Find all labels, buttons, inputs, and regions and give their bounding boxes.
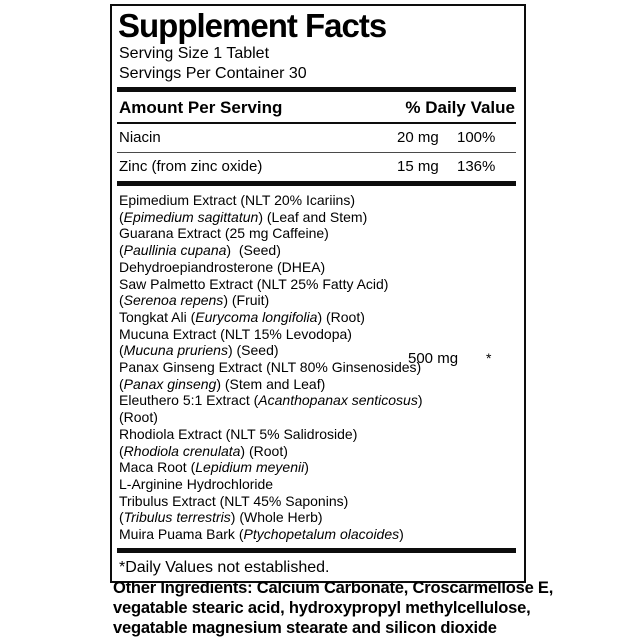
ingredient-text: Mucuna Extract (NLT 15% Levodopa) [119,325,352,342]
other-ingredients-line: Other Ingredients: Calcium Carbonate, Cr… [113,579,554,597]
ingredient-line: (Root) [119,409,516,426]
nutrient-name: Niacin [119,129,161,146]
ingredient-line: Tongkat Ali (Eurycoma longifolia) (Root) [119,309,516,326]
ingredient-text: ( [119,509,124,526]
ingredient-line: Guarana Extract (25 mg Caffeine) [119,225,516,242]
other-ingredients-line: vegatable stearic acid, hydroxypropyl me… [113,599,531,617]
ingredient-text: ) (Stem and Leaf) [216,375,326,392]
ingredient-line: Rhodiola Extract (NLT 5% Salidroside) [119,426,516,443]
thick-rule-top [117,87,516,92]
ingredient-text: ( [119,242,124,259]
ingredient-line: Epimedium Extract (NLT 20% Icariins) [119,192,516,209]
ingredient-text: ( [119,375,124,392]
ingredient-text: ) (Seed) [227,342,279,359]
ingredient-line: Dehydroepiandrosterone (DHEA) [119,259,516,276]
ingredient-text: ) (Root) [240,442,288,459]
ingredient-text: Tribulus Extract (NLT 45% Saponins) [119,492,349,509]
botanical-name: Lepidium meyenii [195,459,305,476]
nutrient-row: Niacin 20 mg 100% [117,124,516,152]
ingredient-text: Muira Puama Bark ( [119,526,244,543]
ingredient-text: ) [417,392,423,409]
serving-size: Serving Size 1 Tablet [119,45,270,62]
ingredient-text: Panax Ginseng Extract (NLT 80% Ginsenosi… [119,359,422,376]
ingredient-line: Saw Palmetto Extract (NLT 25% Fatty Acid… [119,276,516,293]
ingredient-line: Muira Puama Bark (Ptychopetalum olacoide… [119,526,516,543]
ingredient-line: (Serenoa repens) (Fruit) [119,292,516,309]
nutrient-name: Zinc (from zinc oxide) [119,158,263,175]
ingredient-text: ) [304,459,309,476]
ingredient-text: ( [119,342,124,359]
ingredient-text: ) [399,526,404,543]
botanical-name: Serenoa repens [123,292,224,309]
ingredient-text: ( [119,292,124,309]
blend-section: Epimedium Extract (NLT 20% Icariins) (Epi… [117,186,516,548]
ingredient-text: ) (Seed) [226,242,281,259]
ingredient-text: Eleuthero 5:1 Extract ( [119,392,259,409]
ingredient-text: ) (Whole Herb) [230,509,323,526]
botanical-name: Eurycoma longifolia [195,308,318,325]
botanical-name: Tribulus terrestris [123,509,231,526]
ingredient-text: Rhodiola Extract (NLT 5% Salidroside) [119,425,358,442]
nutrient-amount: 15 mg [397,158,439,175]
thick-rule-bottom [117,547,516,553]
ingredient-text: Dehydroepiandrosterone (DHEA) [119,258,326,275]
ingredient-text: (Root) [119,409,158,426]
ingredient-text: Saw Palmetto Extract (NLT 25% Fatty Acid… [119,275,389,292]
thick-rule-mid [117,181,516,186]
ingredient-line: (Paullinia cupana) (Seed) [119,242,516,259]
ingredient-line: Maca Root (Lepidium meyenii) [119,459,516,476]
blend-amount: 500 mg [408,350,459,367]
ingredient-text: Guarana Extract (25 mg Caffeine) [119,225,329,242]
daily-value-header: % Daily Value [405,98,515,117]
ingredient-text: Tongkat Ali ( [119,308,196,325]
botanical-name: Paullinia cupana [123,242,227,259]
nutrient-table: Niacin 20 mg 100% Zinc (from zinc oxide) 15 … [117,124,516,181]
ingredient-line: (Rhodiola crenulata) (Root) [119,443,516,460]
ingredient-text: Maca Root ( [119,459,196,476]
supplement-facts-panel: Supplement Facts Serving Size 1 Tablet S… [110,4,526,583]
ingredient-text: L-Arginine Hydrochloride [119,475,274,492]
botanical-name: Mucuna pruriens [123,342,228,359]
nutrient-row: Zinc (from zinc oxide) 15 mg 136% [117,152,516,181]
servings-per-container: Servings Per Container 30 [119,65,307,82]
ingredient-line: (Epimedium sagittatun) (Leaf and Stem) [119,209,516,226]
ingredient-line: (Mucuna pruriens) (Seed) [119,342,516,359]
botanical-name: Rhodiola crenulata [123,442,241,459]
nutrient-amount: 20 mg [397,129,439,146]
ingredient-line: (Panax ginseng) (Stem and Leaf) [119,376,516,393]
botanical-name: Panax ginseng [123,375,217,392]
panel-title: Supplement Facts [118,7,387,44]
ingredient-line: Mucuna Extract (NLT 15% Levodopa) [119,326,516,343]
ingredient-text: Epimedium Extract (NLT 20% Icariins) [119,192,355,208]
ingredient-list: Epimedium Extract (NLT 20% Icariins) (Epi… [119,192,516,543]
ingredient-line: Tribulus Extract (NLT 45% Saponins) [119,493,516,510]
botanical-name: Ptychopetalum olacoides [243,526,400,543]
other-ingredients: Other Ingredients: Calcium Carbonate, Cr… [113,578,554,638]
nutrient-dv: 136% [457,158,496,175]
botanical-name: Acanthopanax senticosus [258,392,418,409]
ingredient-text: ( [119,208,124,225]
nutrient-dv: 100% [457,129,496,146]
ingredient-text: ) (Fruit) [223,292,270,309]
ingredient-text: ) (Leaf and Stem) [258,208,368,225]
amount-per-serving-header: Amount Per Serving [119,98,283,117]
ingredient-text: ( [119,442,124,459]
column-header-row: Amount Per Serving % Daily Value [117,92,516,124]
ingredient-line: Panax Ginseng Extract (NLT 80% Ginsenosi… [119,359,516,376]
botanical-name: Epimedium sagittatun [123,208,259,225]
blend-dv-asterisk: * [486,350,492,366]
ingredient-line: Eleuthero 5:1 Extract (Acanthopanax sent… [119,392,516,409]
ingredient-line: (Tribulus terrestris) (Whole Herb) [119,509,516,526]
other-ingredients-line: vegatable magnesium stearate and silicon… [113,619,497,637]
ingredient-line: L-Arginine Hydrochloride [119,476,516,493]
ingredient-text: ) (Root) [317,308,365,325]
daily-value-footnote: *Daily Values not established. [119,558,330,576]
